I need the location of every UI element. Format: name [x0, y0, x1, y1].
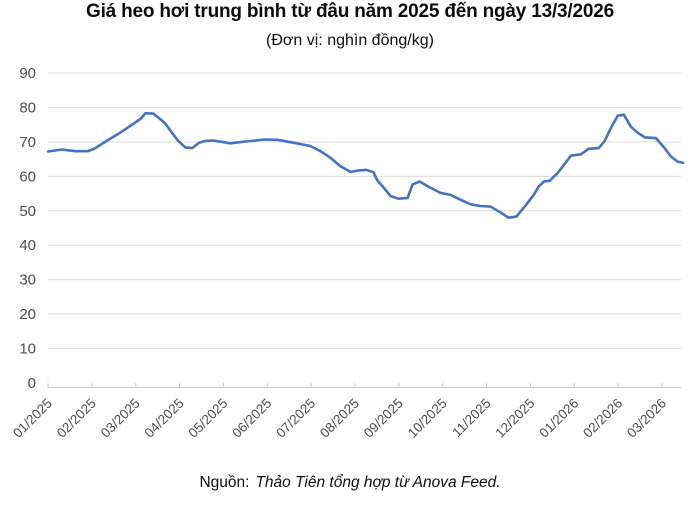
source-label: Nguồn:	[199, 474, 250, 491]
x-tick-label-07/2025: 07/2025	[273, 396, 318, 441]
y-tick-label-50: 50	[19, 203, 36, 220]
x-tick-label-03/2025: 03/2025	[98, 396, 143, 441]
y-tick-label-30: 30	[19, 272, 36, 289]
source-text: Thảo Tiên tổng hợp từ Anova Feed.	[255, 474, 501, 491]
x-tick-label-12/2025: 12/2025	[492, 396, 537, 441]
x-tick-label-06/2025: 06/2025	[229, 396, 274, 441]
x-tick-label-11/2025: 11/2025	[449, 396, 493, 440]
x-tick-label-02/2025: 02/2025	[54, 396, 99, 441]
x-tick-label-05/2025: 05/2025	[185, 396, 230, 441]
y-tick-label-90: 90	[19, 65, 36, 82]
y-tick-label-60: 60	[19, 168, 36, 185]
x-tick-label-10/2025: 10/2025	[405, 396, 450, 441]
x-tick-label-08/2025: 08/2025	[317, 396, 362, 441]
x-tick-label-01/2025: 01/2025	[10, 396, 55, 441]
y-tick-label-0: 0	[28, 375, 36, 392]
chart-subtitle: (Đơn vị: nghìn đồng/kg)	[266, 32, 434, 49]
price-series-line	[46, 112, 685, 219]
x-tick-label-03/2026: 03/2026	[624, 396, 669, 441]
x-tick-label-02/2026: 02/2026	[580, 396, 625, 441]
chart-title: Giá heo hơi trung bình từ đâu năm 2025 đ…	[86, 1, 614, 22]
price-line-chart: 0 10 20 30 40 50 60 70 80 90 01/202502/202503/2025…	[10, 65, 685, 441]
y-tick-label-10: 10	[19, 341, 36, 358]
y-tick-label-80: 80	[19, 99, 36, 116]
source-line: Nguồn: Thảo Tiên tổng hợp từ Anova Feed.	[0, 474, 700, 492]
x-tick-label-09/2025: 09/2025	[361, 396, 406, 441]
y-tick-label-40: 40	[19, 237, 36, 254]
y-tick-label-20: 20	[19, 306, 36, 323]
x-tick-label-01/2026: 01/2026	[536, 396, 581, 441]
y-tick-label-70: 70	[19, 134, 36, 151]
x-tick-label-04/2025: 04/2025	[142, 396, 187, 441]
